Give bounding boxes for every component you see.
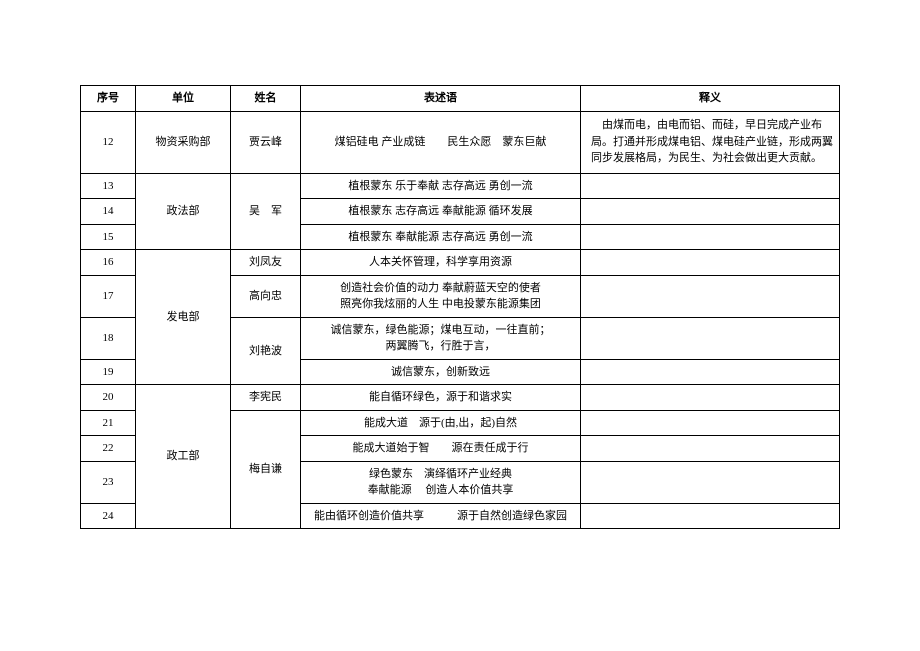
header-expr: 表述语 xyxy=(301,86,581,112)
cell-mean xyxy=(581,410,840,436)
table-row: 20 政工部 李宪民 能自循环绿色，源于和谐求实 xyxy=(81,385,840,411)
header-name: 姓名 xyxy=(231,86,301,112)
cell-mean xyxy=(581,436,840,462)
cell-unit: 物资采购部 xyxy=(136,111,231,173)
cell-name: 刘凤友 xyxy=(231,250,301,276)
cell-expr: 煤铝硅电 产业成链 民生众愿 蒙东巨献 xyxy=(301,111,581,173)
cell-expr: 创造社会价值的动力 奉献蔚蓝天空的使者照亮你我炫丽的人生 中电投蒙东能源集团 xyxy=(301,275,581,317)
cell-expr: 绿色蒙东 演绎循环产业经典奉献能源 创造人本价值共享 xyxy=(301,461,581,503)
cell-expr: 能成大道始于智 源在责任成于行 xyxy=(301,436,581,462)
cell-mean: 由煤而电，由电而铝、而硅，早日完成产业布局。打通并形成煤电铝、煤电硅产业链，形成… xyxy=(581,111,840,173)
table-row: 16 发电部 刘凤友 人本关怀管理，科学享用资源 xyxy=(81,250,840,276)
cell-name: 高向忠 xyxy=(231,275,301,317)
cell-seq: 20 xyxy=(81,385,136,411)
header-seq: 序号 xyxy=(81,86,136,112)
data-table: 序号 单位 姓名 表述语 释义 12 物资采购部 贾云峰 煤铝硅电 产业成链 民… xyxy=(80,85,840,529)
cell-seq: 23 xyxy=(81,461,136,503)
cell-mean xyxy=(581,224,840,250)
cell-mean xyxy=(581,359,840,385)
cell-mean xyxy=(581,250,840,276)
cell-seq: 13 xyxy=(81,173,136,199)
cell-expr: 植根蒙东 奉献能源 志存高远 勇创一流 xyxy=(301,224,581,250)
cell-expr: 诚信蒙东，创新致远 xyxy=(301,359,581,385)
header-unit: 单位 xyxy=(136,86,231,112)
cell-mean xyxy=(581,317,840,359)
cell-expr: 人本关怀管理，科学享用资源 xyxy=(301,250,581,276)
cell-name: 吴 军 xyxy=(231,173,301,250)
cell-seq: 21 xyxy=(81,410,136,436)
cell-mean xyxy=(581,173,840,199)
cell-expr: 植根蒙东 志存高远 奉献能源 循环发展 xyxy=(301,199,581,225)
cell-seq: 22 xyxy=(81,436,136,462)
cell-unit: 政法部 xyxy=(136,173,231,250)
cell-seq: 19 xyxy=(81,359,136,385)
cell-seq: 12 xyxy=(81,111,136,173)
cell-unit: 政工部 xyxy=(136,385,231,529)
cell-expr: 能由循环创造价值共享 源于自然创造绿色家园 xyxy=(301,503,581,529)
cell-mean xyxy=(581,503,840,529)
cell-expr: 植根蒙东 乐于奉献 志存高远 勇创一流 xyxy=(301,173,581,199)
cell-seq: 16 xyxy=(81,250,136,276)
table-row: 13 政法部 吴 军 植根蒙东 乐于奉献 志存高远 勇创一流 xyxy=(81,173,840,199)
cell-name: 李宪民 xyxy=(231,385,301,411)
cell-seq: 18 xyxy=(81,317,136,359)
cell-mean xyxy=(581,199,840,225)
cell-mean xyxy=(581,461,840,503)
header-row: 序号 单位 姓名 表述语 释义 xyxy=(81,86,840,112)
cell-expr: 能自循环绿色，源于和谐求实 xyxy=(301,385,581,411)
cell-mean xyxy=(581,385,840,411)
cell-expr: 能成大道 源于(由,出，起)自然 xyxy=(301,410,581,436)
cell-expr: 诚信蒙东，绿色能源；煤电互动，一往直前；两翼腾飞，行胜于言， xyxy=(301,317,581,359)
cell-name: 梅自谦 xyxy=(231,410,301,529)
cell-seq: 14 xyxy=(81,199,136,225)
cell-name: 贾云峰 xyxy=(231,111,301,173)
cell-seq: 24 xyxy=(81,503,136,529)
cell-name: 刘艳波 xyxy=(231,317,301,385)
cell-seq: 15 xyxy=(81,224,136,250)
table-row: 12 物资采购部 贾云峰 煤铝硅电 产业成链 民生众愿 蒙东巨献 由煤而电，由电… xyxy=(81,111,840,173)
header-mean: 释义 xyxy=(581,86,840,112)
cell-unit: 发电部 xyxy=(136,250,231,385)
cell-mean xyxy=(581,275,840,317)
cell-seq: 17 xyxy=(81,275,136,317)
